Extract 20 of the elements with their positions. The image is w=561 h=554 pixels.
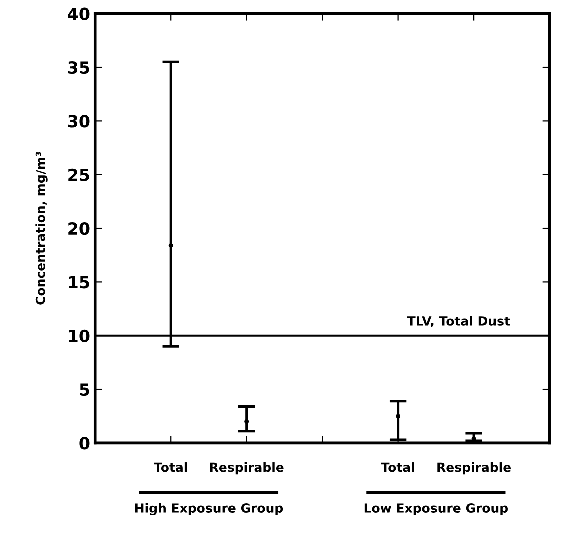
point: [168, 243, 174, 248]
ref-line-label: TLV, Total Dust: [407, 316, 510, 328]
y-tick-label: 15: [69, 276, 90, 289]
x-tick-label: Respirable: [210, 462, 284, 475]
y-tick-label: 25: [68, 168, 90, 182]
y-tick-label: 35: [68, 61, 90, 74]
x-tick-label: Total: [381, 462, 414, 472]
y-tick-label: 0: [80, 437, 90, 450]
y-tick-label: 20: [68, 222, 90, 236]
text: High Exposure Group: [135, 503, 284, 516]
y-tick-label: 5: [80, 384, 90, 396]
point: [396, 414, 401, 419]
x-tick-label: Total: [154, 462, 188, 472]
y-tick-label: 30: [68, 115, 90, 128]
text: Low Exposure Group: [364, 504, 508, 516]
y-tick-label: 10: [69, 330, 90, 342]
point: [244, 419, 250, 424]
y-tick-label: 40: [68, 8, 90, 20]
y-axis-title: Concentration, mg/m³: [36, 152, 48, 305]
x-tick-label: Respirable: [438, 462, 511, 475]
